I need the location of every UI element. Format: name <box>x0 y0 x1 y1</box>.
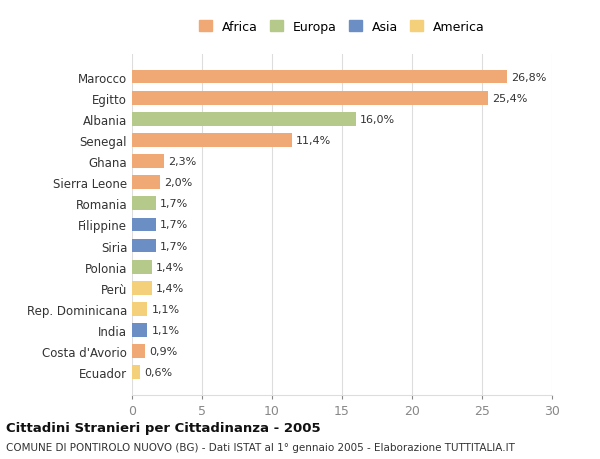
Text: 0,6%: 0,6% <box>145 368 173 377</box>
Text: 1,1%: 1,1% <box>152 325 180 335</box>
Text: 1,1%: 1,1% <box>152 304 180 314</box>
Text: 26,8%: 26,8% <box>511 73 547 82</box>
Bar <box>132 112 356 126</box>
Bar <box>132 281 152 295</box>
Bar <box>132 134 292 147</box>
Text: 2,3%: 2,3% <box>169 157 197 167</box>
Bar <box>132 218 156 232</box>
Bar <box>132 197 156 211</box>
Bar <box>132 345 145 358</box>
Text: 1,7%: 1,7% <box>160 199 188 209</box>
Text: 1,7%: 1,7% <box>160 241 188 251</box>
Bar <box>132 92 488 105</box>
Text: 1,4%: 1,4% <box>156 262 184 272</box>
Text: 0,9%: 0,9% <box>149 347 177 356</box>
Bar <box>132 239 156 253</box>
Text: 2,0%: 2,0% <box>164 178 193 188</box>
Bar <box>132 366 140 379</box>
Text: 16,0%: 16,0% <box>360 115 395 124</box>
Text: Cittadini Stranieri per Cittadinanza - 2005: Cittadini Stranieri per Cittadinanza - 2… <box>6 421 320 435</box>
Legend: Africa, Europa, Asia, America: Africa, Europa, Asia, America <box>196 17 488 38</box>
Text: COMUNE DI PONTIROLO NUOVO (BG) - Dati ISTAT al 1° gennaio 2005 - Elaborazione TU: COMUNE DI PONTIROLO NUOVO (BG) - Dati IS… <box>6 442 515 452</box>
Bar <box>132 71 507 84</box>
Text: 25,4%: 25,4% <box>492 94 527 103</box>
Bar <box>132 176 160 190</box>
Text: 11,4%: 11,4% <box>296 135 331 146</box>
Bar <box>132 155 164 168</box>
Bar <box>132 302 148 316</box>
Text: 1,4%: 1,4% <box>156 283 184 293</box>
Bar <box>132 324 148 337</box>
Text: 1,7%: 1,7% <box>160 220 188 230</box>
Bar <box>132 260 152 274</box>
